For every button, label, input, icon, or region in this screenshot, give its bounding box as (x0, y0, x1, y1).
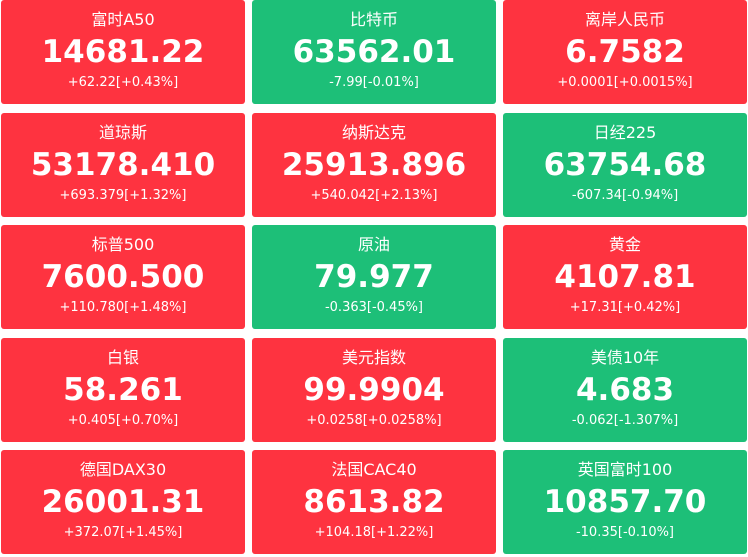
tile-name: 富时A50 (91, 10, 155, 29)
market-tile[interactable]: 比特币 63562.01 -7.99[-0.01%] (252, 0, 496, 104)
tile-price: 14681.22 (41, 34, 205, 70)
tile-name: 日经225 (593, 122, 657, 142)
tile-change: +693.379[+1.32%] (59, 187, 187, 203)
tile-change: +104.18[+1.22%] (314, 525, 434, 540)
market-tile[interactable]: 美元指数 99.9904 +0.0258[+0.0258%] (252, 337, 496, 442)
tile-name: 黄金 (608, 235, 641, 254)
tile-price: 8613.82 (303, 484, 445, 520)
market-tile[interactable]: 道琼斯 53178.410 +693.379[+1.32%] (1, 112, 245, 217)
tile-name: 纳斯达克 (341, 122, 406, 142)
tile-price: 79.977 (314, 259, 434, 295)
tile-price: 58.261 (63, 371, 183, 408)
tile-price: 53178.410 (30, 146, 216, 183)
tile-name: 德国DAX30 (79, 460, 167, 479)
tile-change: -10.35[-0.10%] (575, 525, 675, 540)
market-tile[interactable]: 法国CAC40 8613.82 +104.18[+1.22%] (252, 450, 496, 554)
tile-price: 4.683 (575, 371, 675, 408)
tile-price: 63562.01 (292, 34, 456, 70)
market-tile[interactable]: 离岸人民币 6.7582 +0.0001[+0.0015%] (503, 0, 747, 104)
tile-change: +0.0258[+0.0258%] (306, 412, 442, 428)
market-tile[interactable]: 富时A50 14681.22 +62.22[+0.43%] (1, 0, 245, 104)
tile-change: -7.99[-0.01%] (329, 75, 419, 90)
market-tile[interactable]: 英国富时100 10857.70 -10.35[-0.10%] (503, 450, 747, 554)
market-tile[interactable]: 标普500 7600.500 +110.780[+1.48%] (1, 225, 245, 329)
tile-price: 10857.70 (543, 484, 707, 520)
market-tile[interactable]: 美债10年 4.683 -0.062[-1.307%] (503, 337, 747, 442)
tile-name: 美元指数 (341, 347, 406, 367)
market-tile[interactable]: 德国DAX30 26001.31 +372.07[+1.45%] (1, 450, 245, 554)
tile-name: 美债10年 (590, 347, 660, 367)
tile-name: 原油 (357, 235, 390, 254)
market-tile[interactable]: 白银 58.261 +0.405[+0.70%] (1, 337, 245, 442)
tile-price: 99.9904 (303, 371, 445, 408)
tile-change: -0.062[-1.307%] (571, 412, 679, 428)
tile-name: 法国CAC40 (331, 460, 417, 479)
tile-change: +17.31[+0.42%] (569, 300, 681, 315)
tile-name: 白银 (106, 347, 139, 367)
tile-name: 标普500 (91, 235, 155, 254)
tile-name: 离岸人民币 (584, 10, 665, 29)
tile-change: +110.780[+1.48%] (59, 300, 187, 315)
tile-name: 英国富时100 (577, 460, 673, 479)
market-tile[interactable]: 日经225 63754.68 -607.34[-0.94%] (503, 112, 747, 217)
tile-change: -607.34[-0.94%] (571, 187, 679, 203)
tile-price: 7600.500 (41, 259, 205, 295)
tile-name: 比特币 (349, 10, 398, 29)
market-tile[interactable]: 黄金 4107.81 +17.31[+0.42%] (503, 225, 747, 329)
tile-price: 4107.81 (554, 259, 696, 295)
tile-change: +62.22[+0.43%] (67, 75, 179, 90)
tile-price: 63754.68 (543, 146, 707, 183)
tile-name: 道琼斯 (98, 122, 147, 142)
tile-change: +540.042[+2.13%] (310, 187, 438, 203)
tile-price: 26001.31 (41, 484, 205, 520)
market-tile[interactable]: 原油 79.977 -0.363[-0.45%] (252, 225, 496, 329)
tile-change: -0.363[-0.45%] (324, 300, 424, 315)
tile-change: +0.405[+0.70%] (67, 412, 179, 428)
tile-price: 25913.896 (281, 146, 467, 183)
market-tile[interactable]: 纳斯达克 25913.896 +540.042[+2.13%] (252, 112, 496, 217)
tile-change: +372.07[+1.45%] (63, 525, 183, 540)
tile-price: 6.7582 (565, 34, 685, 70)
tile-change: +0.0001[+0.0015%] (557, 75, 693, 90)
